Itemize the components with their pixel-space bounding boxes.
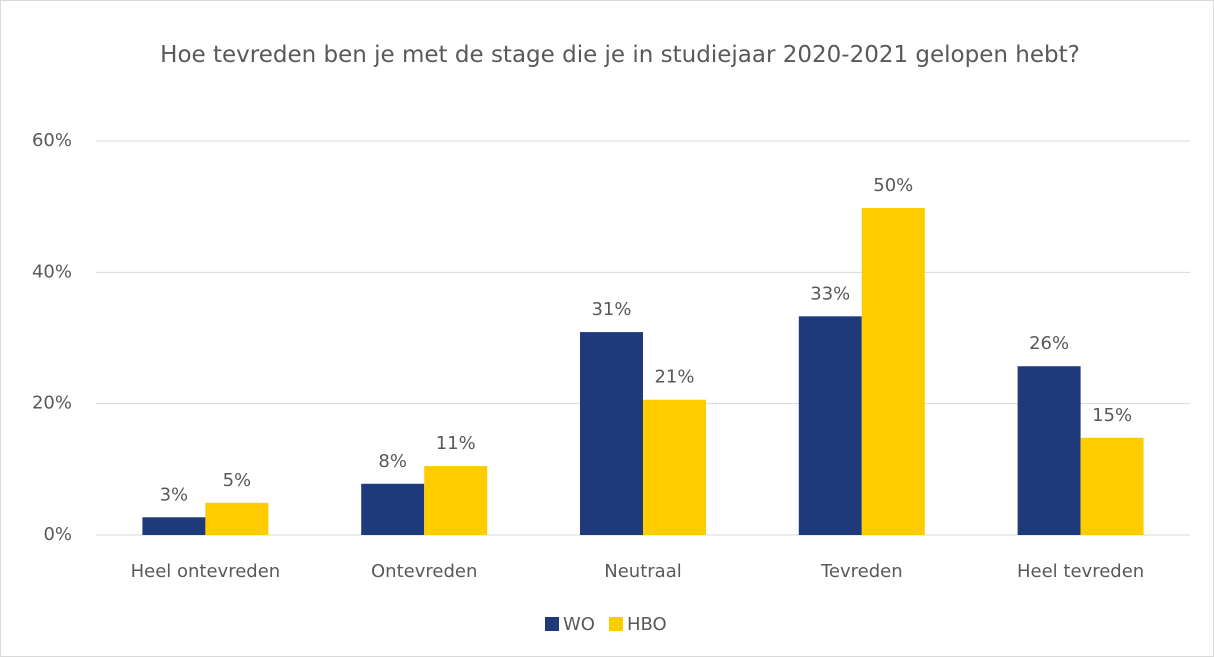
chart-title: Hoe tevreden ben je met de stage die je … <box>160 42 1080 68</box>
legend-swatch <box>608 617 623 631</box>
data-label: 50% <box>873 175 913 196</box>
bar <box>142 517 206 535</box>
legend-swatch <box>545 617 559 631</box>
data-label: 8% <box>378 451 407 472</box>
y-tick-label: 60% <box>32 130 72 151</box>
bar <box>798 316 862 535</box>
bar <box>424 466 488 535</box>
x-tick-label: Tevreden <box>820 561 903 582</box>
y-tick-label: 40% <box>32 261 72 282</box>
bar <box>205 502 269 535</box>
bar <box>1017 366 1081 535</box>
data-label: 11% <box>436 433 476 454</box>
y-tick-label: 0% <box>43 524 72 545</box>
data-label: 3% <box>160 484 189 505</box>
data-label: 26% <box>1029 333 1069 354</box>
bar <box>580 332 643 535</box>
x-tick-label: Ontevreden <box>371 561 477 582</box>
y-tick-label: 20% <box>32 393 72 414</box>
bar <box>361 483 425 535</box>
data-label: 31% <box>591 299 631 320</box>
legend-label: HBO <box>627 614 667 635</box>
legend-label: WO <box>563 614 595 635</box>
data-label: 21% <box>654 367 694 388</box>
x-tick-label: Heel ontevreden <box>131 561 281 582</box>
data-label: 33% <box>810 283 850 304</box>
x-tick-label: Heel tevreden <box>1017 561 1144 582</box>
bar <box>643 399 706 535</box>
bar <box>1080 437 1144 535</box>
x-tick-label: Neutraal <box>604 561 681 582</box>
data-label: 5% <box>223 470 252 491</box>
bar <box>861 207 925 536</box>
data-label: 15% <box>1092 405 1132 426</box>
